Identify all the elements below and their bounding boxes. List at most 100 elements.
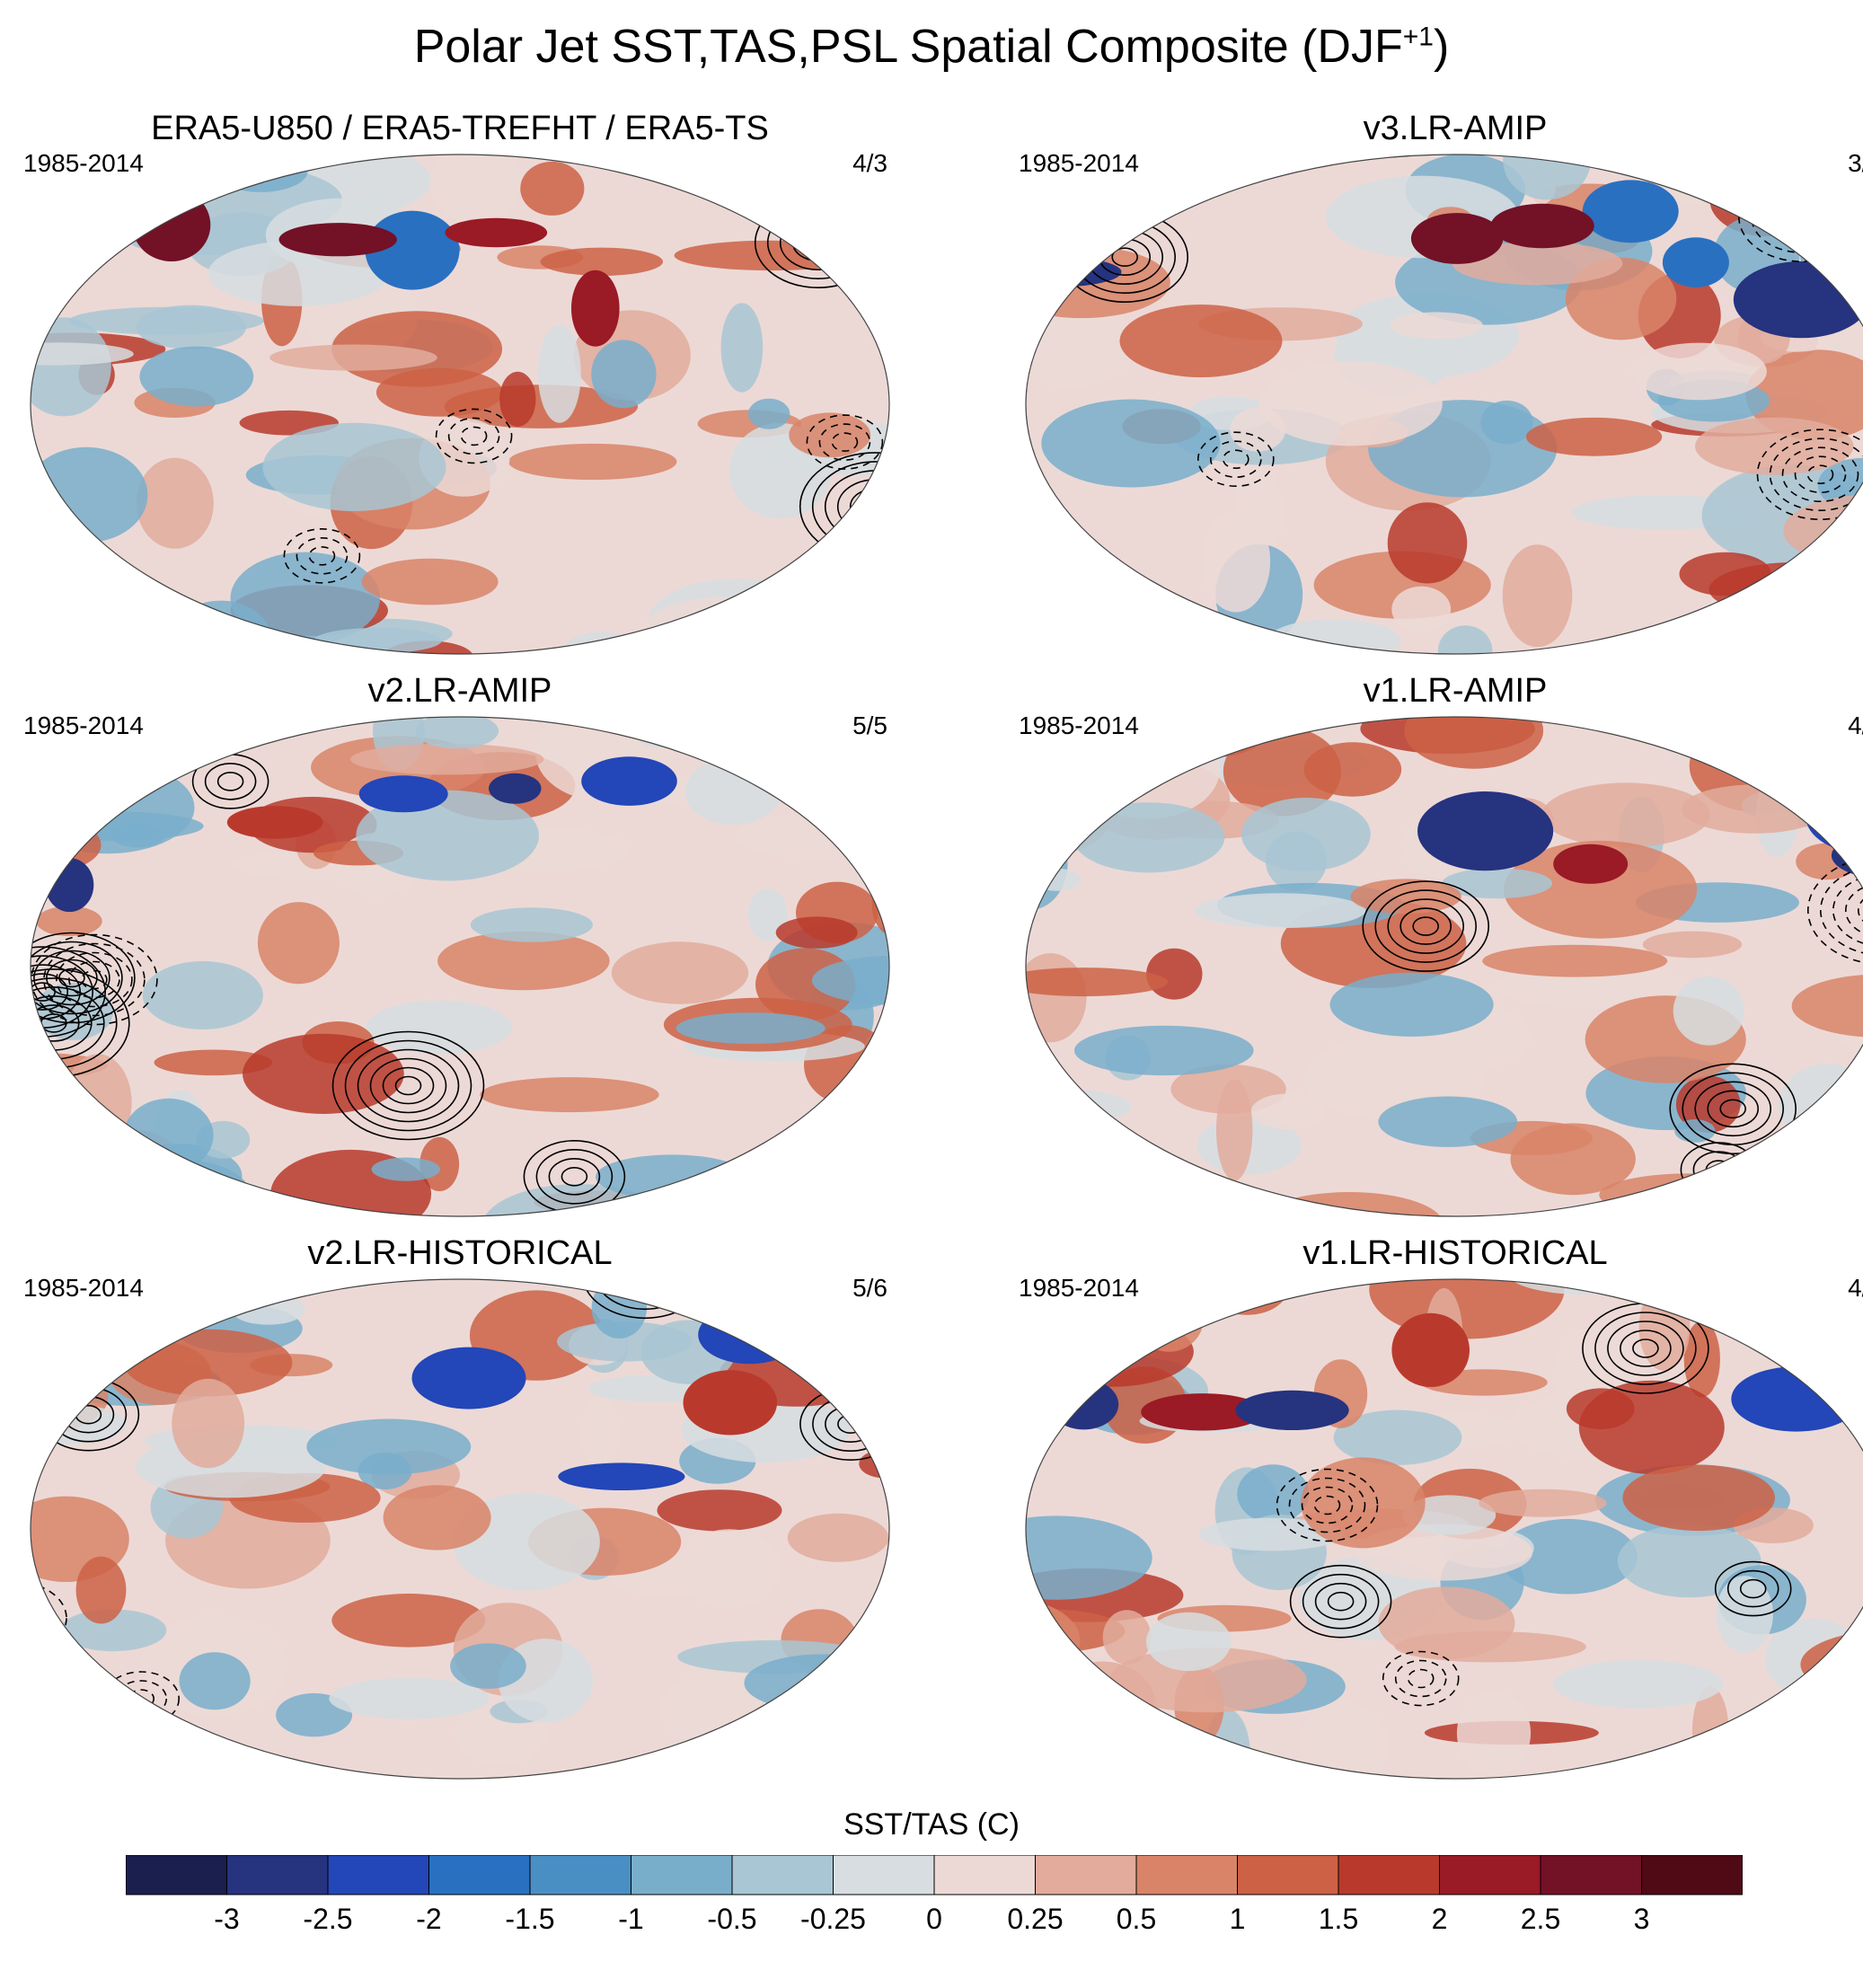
anomaly-patch (581, 1396, 619, 1472)
anomaly-patch (808, 1279, 852, 1339)
psl-contour (561, 1166, 588, 1187)
anomaly-patch (31, 446, 148, 543)
anomaly-patch (737, 1737, 833, 1779)
psl-contour (1026, 1720, 1119, 1779)
anomaly-patch (1387, 502, 1468, 584)
anomaly-patch (737, 1311, 841, 1349)
anomaly-patch (1033, 868, 1081, 891)
anomaly-patch (1695, 417, 1854, 475)
anomaly-patch (1143, 717, 1253, 734)
anomaly-patch (31, 1724, 128, 1779)
psl-contour (548, 1157, 601, 1196)
psl-contour (1288, 1477, 1366, 1533)
anomaly-patch (813, 1279, 889, 1320)
psl-contour (1737, 171, 1863, 262)
anomaly-patch (1391, 586, 1452, 632)
psl-contour (1793, 717, 1846, 736)
anomaly-patch (635, 723, 685, 747)
anomaly-patch (59, 1609, 167, 1652)
psl-contour (435, 408, 513, 464)
panel-period: 1985-2014 (1019, 149, 1139, 177)
psl-contour (779, 215, 857, 270)
colorbar-tick-label: -0.25 (800, 1903, 866, 1935)
anomaly-patch (1090, 1733, 1225, 1779)
world-map-robinson (1025, 1278, 1863, 1780)
anomaly-patch (1630, 342, 1767, 401)
anomaly-patch (331, 1594, 486, 1648)
title-superscript: +1 (1402, 22, 1434, 52)
psl-contour (1775, 155, 1828, 175)
anomaly-patch (766, 1280, 889, 1327)
anomaly-patch (356, 790, 539, 881)
colorbar-swatch (1641, 1855, 1743, 1895)
anomaly-patch (591, 340, 657, 409)
psl-contour (1850, 1709, 1863, 1764)
anomaly-patch (1745, 349, 1863, 440)
anomaly-patch (1752, 1157, 1863, 1189)
colorbar-tick-label: 1 (1229, 1903, 1246, 1935)
anomaly-patch (1222, 1279, 1264, 1312)
psl-contour (1859, 155, 1863, 211)
anomaly-patch (1502, 544, 1573, 648)
figure-title: Polar Jet SST,TAS,PSL Spatial Composite … (413, 21, 1450, 73)
psl-contour (1837, 1700, 1863, 1773)
anomaly-patch (1250, 1093, 1325, 1130)
psl-contour (849, 636, 877, 654)
anomaly-patch (31, 771, 118, 808)
colorbar-swatch (1540, 1855, 1642, 1895)
anomaly-patch (648, 579, 826, 654)
colorbar-swatch (1135, 1855, 1238, 1895)
psl-contour (1775, 198, 1828, 235)
psl-contour (447, 417, 500, 455)
psl-contour (1699, 717, 1802, 744)
psl-contour (43, 942, 146, 1017)
psl-contour (1034, 199, 1062, 219)
anomaly-patch (1026, 1515, 1152, 1600)
psl-contour (1362, 880, 1490, 972)
anomaly-patch (1026, 187, 1090, 239)
anomaly-patch (1201, 510, 1271, 613)
psl-contour (1041, 1756, 1069, 1777)
psl-contour (296, 536, 349, 575)
anomaly-patch (1679, 552, 1772, 596)
colorbar-swatch (1237, 1855, 1339, 1895)
anomaly-patch (747, 398, 790, 429)
anomaly-patch (1402, 1495, 1497, 1535)
psl-contour (31, 1599, 42, 1638)
anomaly-patch (36, 906, 102, 937)
psl-contour (1026, 717, 1109, 744)
psl-contour (1756, 429, 1863, 521)
anomaly-patch (1070, 1127, 1123, 1177)
psl-contour (1819, 864, 1863, 957)
psl-contour (811, 609, 889, 654)
map-border (1025, 716, 1863, 1217)
psl-contour (581, 1279, 709, 1320)
anomaly-patch (884, 1544, 889, 1633)
panel-count: 5/5 (852, 711, 887, 739)
psl-contour (1031, 717, 1084, 726)
anomaly-patch (1026, 953, 1087, 1043)
colorbar-swatch (428, 1855, 531, 1895)
anomaly-patch (1026, 967, 1169, 997)
anomaly-patch (350, 743, 544, 775)
anomaly-patch (673, 633, 788, 654)
colorbar-swatch (529, 1855, 631, 1895)
psl-contour (831, 432, 859, 452)
anomaly-patch (591, 1279, 647, 1339)
psl-contour (1694, 1081, 1772, 1137)
anomaly-core (226, 806, 323, 839)
anomaly-patch (31, 761, 195, 854)
colorbar-swatch (327, 1855, 429, 1895)
anomaly-patch (1369, 1279, 1565, 1339)
psl-contour (31, 973, 69, 1011)
anomaly-core (1662, 237, 1729, 287)
anomaly-patch (1438, 625, 1493, 654)
anomaly-patch (429, 155, 521, 225)
anomaly-core (1141, 1393, 1265, 1431)
psl-contour (1806, 717, 1833, 727)
anomaly-patch (1553, 1659, 1724, 1709)
anomaly-patch (142, 961, 263, 1029)
anomaly-patch (1762, 574, 1855, 611)
colorbar-tick-label: 2.5 (1520, 1903, 1561, 1935)
psl-contour (1399, 907, 1452, 945)
